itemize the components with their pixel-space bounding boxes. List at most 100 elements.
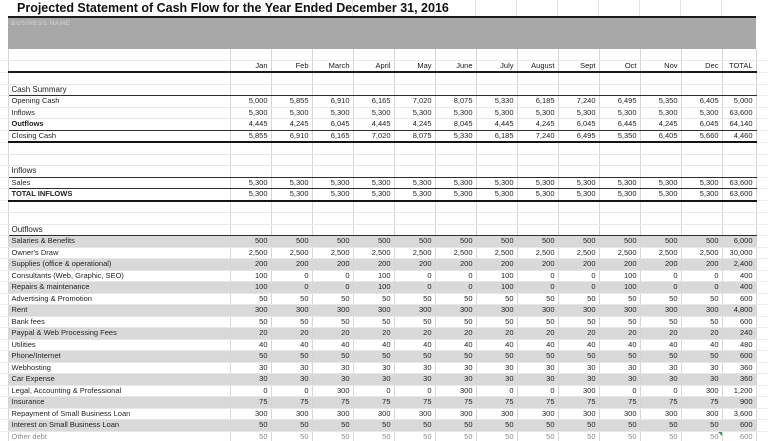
- cell-sales-nov[interactable]: 5,300: [640, 177, 682, 189]
- cell-webhosting-may[interactable]: 30: [394, 362, 436, 374]
- cell-legal-accounting-professional-may[interactable]: 0: [394, 385, 436, 397]
- empty-cell[interactable]: [558, 142, 600, 155]
- cell-consultants-web-graphic-seo-april[interactable]: 100: [353, 270, 395, 282]
- empty-cell[interactable]: [435, 224, 477, 236]
- cell-consultants-web-graphic-seo-total[interactable]: 400: [722, 270, 757, 282]
- empty-cell[interactable]: [640, 72, 682, 85]
- cell-car-expense-june[interactable]: 30: [435, 373, 477, 386]
- cell-car-expense-may[interactable]: 30: [394, 373, 436, 386]
- cell-supplies-office-operational-oct[interactable]: 200: [599, 258, 641, 271]
- cell-rent-july[interactable]: 300: [476, 304, 518, 317]
- empty-cell[interactable]: [722, 165, 757, 178]
- cell-car-expense-feb[interactable]: 30: [271, 373, 313, 386]
- cell-consultants-web-graphic-seo-jan[interactable]: 100: [230, 270, 272, 282]
- empty-cell[interactable]: [312, 49, 354, 61]
- empty-cell[interactable]: [271, 154, 313, 166]
- cell-rent-april[interactable]: 300: [353, 304, 395, 317]
- cell-repayment-of-small-business-loan-oct[interactable]: 300: [599, 408, 641, 420]
- cell-insurance-march[interactable]: 75: [312, 396, 354, 409]
- cell-salaries-benefits-may[interactable]: 500: [394, 235, 436, 248]
- cell-advertising-promotion-feb[interactable]: 50: [271, 293, 313, 305]
- cell-phone-internet-july[interactable]: 50: [476, 350, 518, 363]
- empty-cell[interactable]: [230, 154, 272, 166]
- cell-closing-cash-march[interactable]: 6,165: [312, 130, 354, 143]
- cell-utilities-april[interactable]: 40: [353, 339, 395, 351]
- cell-advertising-promotion-march[interactable]: 50: [312, 293, 354, 305]
- cell-salaries-benefits-march[interactable]: 500: [312, 235, 354, 248]
- empty-cell[interactable]: [681, 200, 723, 213]
- cell-outflows-jan[interactable]: 4,445: [230, 118, 272, 131]
- cell-car-expense-march[interactable]: 30: [312, 373, 354, 386]
- cell-repairs-maintenance-may[interactable]: 0: [394, 281, 436, 294]
- cell-rent-oct[interactable]: 300: [599, 304, 641, 317]
- cell-sales-feb[interactable]: 5,300: [271, 177, 313, 189]
- cell-salaries-benefits-total[interactable]: 6,000: [722, 235, 757, 248]
- cell-inflows-total[interactable]: 63,600: [722, 107, 757, 119]
- empty-cell[interactable]: [8, 154, 231, 166]
- cell-other-debt-feb[interactable]: 50: [271, 431, 313, 441]
- row-label-phone-internet[interactable]: Phone/Internet: [8, 350, 231, 363]
- empty-cell[interactable]: [558, 49, 600, 61]
- cell-utilities-dec[interactable]: 40: [681, 339, 723, 351]
- empty-cell[interactable]: [722, 212, 757, 225]
- empty-cell[interactable]: [640, 224, 682, 236]
- empty-cell[interactable]: [230, 165, 272, 178]
- row-label-total-inflows[interactable]: TOTAL INFLOWS: [8, 188, 231, 202]
- row-label-insurance[interactable]: Insurance: [8, 396, 231, 409]
- cell-total-inflows-oct[interactable]: 5,300: [599, 188, 641, 202]
- cell-advertising-promotion-april[interactable]: 50: [353, 293, 395, 305]
- cell-opening-cash-june[interactable]: 8,075: [435, 95, 477, 108]
- cell-bank-fees-june[interactable]: 50: [435, 316, 477, 328]
- cell-salaries-benefits-august[interactable]: 500: [517, 235, 559, 248]
- cell-insurance-jan[interactable]: 75: [230, 396, 272, 409]
- cell-car-expense-august[interactable]: 30: [517, 373, 559, 386]
- column-header-june[interactable]: June: [435, 60, 477, 73]
- cell-webhosting-dec[interactable]: 30: [681, 362, 723, 374]
- cell-other-debt-oct[interactable]: 50: [599, 431, 641, 441]
- cell-webhosting-nov[interactable]: 30: [640, 362, 682, 374]
- empty-cell[interactable]: [271, 142, 313, 155]
- empty-cell[interactable]: [435, 154, 477, 166]
- corner-cell[interactable]: [8, 60, 231, 73]
- row-label-owner-s-draw[interactable]: Owner's Draw: [8, 247, 231, 259]
- cell-car-expense-dec[interactable]: 30: [681, 373, 723, 386]
- cell-phone-internet-march[interactable]: 50: [312, 350, 354, 363]
- cell-outflows-may[interactable]: 4,245: [394, 118, 436, 131]
- cell-phone-internet-sept[interactable]: 50: [558, 350, 600, 363]
- cell-phone-internet-june[interactable]: 50: [435, 350, 477, 363]
- column-header-feb[interactable]: Feb: [271, 60, 313, 73]
- empty-cell[interactable]: [476, 154, 518, 166]
- cell-salaries-benefits-april[interactable]: 500: [353, 235, 395, 248]
- cell-phone-internet-jan[interactable]: 50: [230, 350, 272, 363]
- empty-cell[interactable]: [230, 142, 272, 155]
- empty-cell[interactable]: [517, 165, 559, 178]
- cell-advertising-promotion-august[interactable]: 50: [517, 293, 559, 305]
- cell-interest-on-small-business-loan-sept[interactable]: 50: [558, 419, 600, 432]
- empty-cell[interactable]: [435, 142, 477, 155]
- cell-paypal-web-processing-fees-oct[interactable]: 20: [599, 327, 641, 340]
- empty-cell[interactable]: [435, 72, 477, 85]
- cell-bank-fees-nov[interactable]: 50: [640, 316, 682, 328]
- cell-opening-cash-oct[interactable]: 6,495: [599, 95, 641, 108]
- row-label-utilities[interactable]: Utilities: [8, 339, 231, 351]
- cell-closing-cash-august[interactable]: 7,240: [517, 130, 559, 143]
- empty-cell[interactable]: [271, 49, 313, 61]
- cell-phone-internet-august[interactable]: 50: [517, 350, 559, 363]
- cell-inflows-may[interactable]: 5,300: [394, 107, 436, 119]
- cell-repayment-of-small-business-loan-total[interactable]: 3,600: [722, 408, 757, 420]
- cell-insurance-june[interactable]: 75: [435, 396, 477, 409]
- empty-cell[interactable]: [681, 212, 723, 225]
- cell-webhosting-june[interactable]: 30: [435, 362, 477, 374]
- row-label-repairs-maintenance[interactable]: Repairs & maintenance: [8, 281, 231, 294]
- cell-rent-nov[interactable]: 300: [640, 304, 682, 317]
- empty-cell[interactable]: [230, 84, 272, 96]
- column-header-dec[interactable]: Dec: [681, 60, 723, 73]
- empty-cell[interactable]: [312, 165, 354, 178]
- cell-sales-jan[interactable]: 5,300: [230, 177, 272, 189]
- cell-sales-august[interactable]: 5,300: [517, 177, 559, 189]
- cell-advertising-promotion-dec[interactable]: 50: [681, 293, 723, 305]
- cell-closing-cash-july[interactable]: 6,185: [476, 130, 518, 143]
- column-header-march[interactable]: March: [312, 60, 354, 73]
- empty-cell[interactable]: [394, 142, 436, 155]
- empty-cell[interactable]: [271, 224, 313, 236]
